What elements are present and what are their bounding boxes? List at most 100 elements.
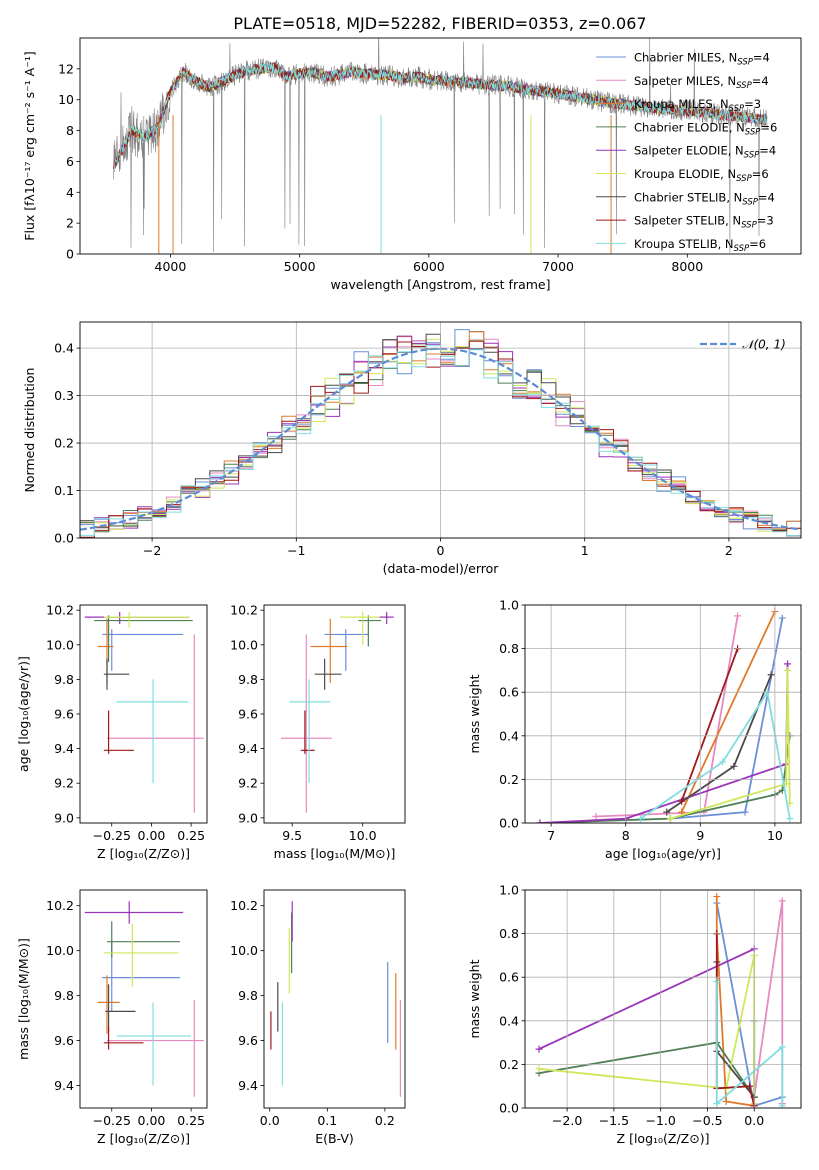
legend-entry-label: Salpeter STELIB, NSSP=3 xyxy=(634,214,774,231)
mass-weight-series-line xyxy=(670,617,784,820)
legend-label-suffix: =4 xyxy=(759,144,776,158)
data-point-errorbar xyxy=(102,629,184,671)
y-tick-label: 4 xyxy=(66,185,74,200)
y-tick-label: 0 xyxy=(66,247,74,262)
mass-weight-marker xyxy=(713,1100,721,1108)
x-tick-label: −2 xyxy=(143,543,161,558)
mass-weight-marker xyxy=(663,808,671,816)
legend-label-subscript: SSP xyxy=(744,151,760,161)
legend-label-text: Salpeter ELODIE, N xyxy=(634,144,744,158)
x-tick-label: −0.25 xyxy=(93,828,131,843)
x-tick-label: 8 xyxy=(622,828,630,843)
plot-frame xyxy=(79,889,208,1109)
legend-entry-label: Kroupa ELODIE, NSSP=6 xyxy=(634,167,769,184)
y-tick-label: 0.3 xyxy=(54,388,74,403)
y-axis-label: Flux [fλ10⁻¹⁷ erg cm⁻² s⁻¹ A⁻¹] xyxy=(22,51,37,240)
x-tick-label: 10 xyxy=(767,828,783,843)
massweight-vs-age-plot: 7 8 9 10 0.0 0.2 0.4 0.6 0.8 1.0 age [log₁₀(age/yr… xyxy=(467,598,802,861)
data-point-errorbar xyxy=(340,611,380,645)
plot-frame xyxy=(524,604,802,824)
plot-frame xyxy=(79,37,802,255)
mass-weight-series-line xyxy=(680,648,739,802)
legend-label-suffix: =6 xyxy=(760,120,777,134)
mass-weight-marker xyxy=(536,819,544,823)
data-point-errorbar xyxy=(84,611,190,625)
data-point-errorbar xyxy=(94,615,193,663)
data-point-errorbar xyxy=(106,634,204,813)
y-tick-label: 1.0 xyxy=(499,598,519,613)
x-tick-label: 6000 xyxy=(413,259,445,274)
y-tick-label: 10.2 xyxy=(230,898,258,913)
plot-area xyxy=(280,611,394,813)
y-tick-label: 0.4 xyxy=(499,728,519,743)
y-tick-label: 9.8 xyxy=(54,988,74,1003)
legend-label-text: Kroupa MILES, N xyxy=(634,97,729,111)
y-tick-label: 0.2 xyxy=(499,1057,519,1072)
x-tick-label: 0.00 xyxy=(138,828,166,843)
y-tick-label: 10.0 xyxy=(230,637,258,652)
y-tick-label: 8 xyxy=(66,123,74,138)
y-tick-label: 0.1 xyxy=(54,483,74,498)
legend-label-subscript: SSP xyxy=(729,104,745,114)
y-tick-label: 0.6 xyxy=(499,970,519,985)
x-tick-label: 0.25 xyxy=(177,828,205,843)
y-tick-label: 0.0 xyxy=(499,816,519,831)
y-tick-label: 9.2 xyxy=(54,776,74,791)
legend-label-subscript: SSP xyxy=(741,221,757,231)
data-point-errorbar xyxy=(103,710,134,754)
legend-label-suffix: =4 xyxy=(753,51,770,65)
x-tick-label: 10.0 xyxy=(349,828,377,843)
data-point-errorbar xyxy=(300,710,315,754)
legend-label-text: Kroupa ELODIE, N xyxy=(634,167,736,181)
mass-weight-marker xyxy=(535,1065,543,1073)
data-point-errorbar xyxy=(289,679,331,784)
data-point-errorbar xyxy=(310,618,348,683)
x-tick-label: 7 xyxy=(547,828,555,843)
y-tick-label: 0.6 xyxy=(499,685,519,700)
mass-weight-marker xyxy=(713,893,721,901)
mass-weight-series-line xyxy=(539,663,789,823)
legend-label-suffix: =3 xyxy=(757,214,774,228)
legend-label-text: Kroupa STELIB, N xyxy=(634,237,734,251)
mass-weight-marker xyxy=(778,897,786,905)
y-tick-label: 9.6 xyxy=(54,1033,74,1048)
mass-weight-series-line xyxy=(670,670,791,820)
y-tick-label: 10.0 xyxy=(46,943,74,958)
legend-label-suffix: =4 xyxy=(752,74,769,88)
legend-label-text: Chabrier ELODIE, N xyxy=(634,120,745,134)
y-tick-label: 6 xyxy=(66,154,74,169)
plot-frame xyxy=(79,604,208,824)
y-axis-label: mass [log₁₀(M/M⊙)] xyxy=(16,938,31,1060)
legend-label-text: Salpeter MILES, N xyxy=(634,74,736,88)
y-axis-label: mass weight xyxy=(467,674,482,753)
x-axis-label: age [log₁₀(age/yr)] xyxy=(605,846,721,861)
x-tick-label: 5000 xyxy=(284,259,316,274)
spectrum-plot: 4000 5000 6000 7000 8000 0 2 4 6 8 10 12 wavelength … xyxy=(22,37,802,292)
plot-frame xyxy=(263,889,406,1109)
mass-weight-series-line xyxy=(595,615,739,818)
y-axis-label: mass weight xyxy=(467,959,482,1038)
y-tick-label: 9.4 xyxy=(238,741,258,756)
x-axis-label: Z [log₁₀(Z/Z⊙)] xyxy=(97,846,190,861)
x-axis-label: Z [log₁₀(Z/Z⊙)] xyxy=(617,1131,710,1146)
mass-weight-marker xyxy=(778,1043,786,1051)
mass-weight-marker xyxy=(678,797,686,805)
y-tick-label: 9.2 xyxy=(238,776,258,791)
mass-weight-series-line xyxy=(538,948,755,1050)
mass-weight-series-line xyxy=(680,611,776,813)
y-tick-label: 9.4 xyxy=(238,1078,258,1093)
y-tick-label: 9.4 xyxy=(54,741,74,756)
legend-entry-label: Chabrier ELODIE, NSSP=6 xyxy=(634,120,777,137)
y-tick-label: 10.2 xyxy=(46,603,74,618)
mass-weight-marker xyxy=(637,815,645,823)
y-tick-label: 10 xyxy=(58,92,74,107)
y-tick-label: 0.4 xyxy=(54,341,74,356)
legend-entry-label: 𝒩(0, 1) xyxy=(742,338,786,352)
x-tick-label: −1.5 xyxy=(599,1113,629,1128)
y-tick-label: 9.6 xyxy=(238,1033,258,1048)
data-point-errorbar xyxy=(379,611,394,625)
y-tick-label: 9.0 xyxy=(238,810,258,825)
data-point-errorbar xyxy=(358,615,382,647)
plot-frame xyxy=(263,604,406,824)
y-tick-label: 0.0 xyxy=(499,1101,519,1116)
